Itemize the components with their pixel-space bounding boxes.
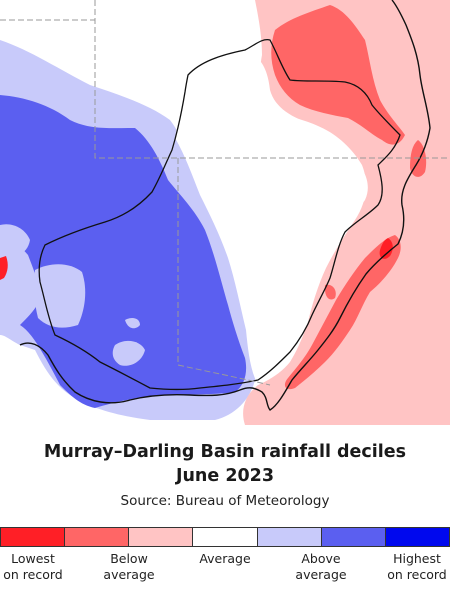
legend-swatch-average [192,527,257,547]
region-lowest-on-record-west [0,256,8,280]
legend-swatch-highest-on-record [384,527,450,547]
legend-swatch-below-average [128,527,193,547]
state-border-sa-nsw [94,0,450,159]
region-above-average-small [112,340,145,366]
state-border-nsw-vic [177,158,271,386]
region-below-average-east [243,0,450,425]
region-above-average-far-west [0,224,30,257]
source-credit: Source: Bureau of Meteorology [120,493,330,509]
legend-label-highest: Highest on record [387,551,447,582]
legend-swatch-lowest-on-record [0,527,65,547]
legend-label-average: Average [199,551,251,566]
region-very-much-below-south [324,284,336,300]
legend-label-above: Above average [295,551,347,582]
region-average-interior [175,52,366,385]
rainfall-deciles-map [0,0,450,425]
region-lowest-on-record-coast [379,238,393,259]
coastline [19,0,431,411]
region-very-much-below-north [271,5,405,145]
basin-outline [38,39,401,391]
region-above-average-dot [125,317,140,329]
region-very-much-above [0,95,247,408]
region-above-average-sa [34,264,86,328]
legend-swatch-above-average [256,527,321,547]
legend-label-below: Below average [103,551,155,582]
map-title-line-1: Murray–Darling Basin rainfall deciles [43,442,407,462]
legend-swatch-very-much-above [320,527,385,547]
legend-swatch-very-much-below [64,527,129,547]
legend-label-lowest: Lowest on record [3,551,63,582]
map-title-line-2: June 2023 [175,466,275,486]
legend-color-bar [0,527,450,547]
